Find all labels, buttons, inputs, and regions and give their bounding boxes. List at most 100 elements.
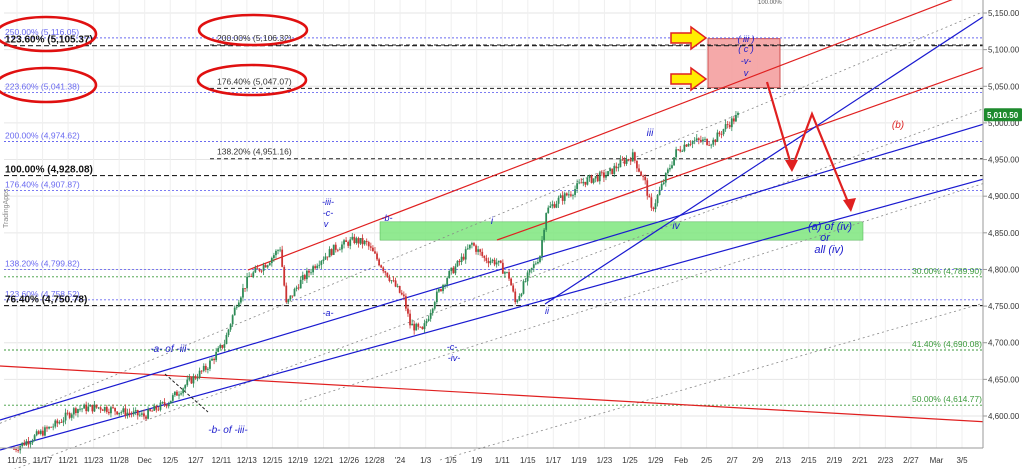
candle-body: [277, 250, 279, 252]
candle-body: [590, 175, 593, 183]
candle-body: [209, 360, 211, 369]
candle-body: [458, 260, 461, 263]
candle-body: [691, 141, 694, 144]
candle-body: [706, 138, 708, 145]
trend-channels: [0, 0, 1024, 451]
candle-body: [105, 406, 108, 412]
candle-body: [539, 256, 541, 262]
candle-body: [660, 184, 663, 190]
candle-body: [264, 265, 267, 268]
candle-body: [83, 404, 86, 409]
candle-body: [617, 167, 620, 169]
x-tick-label: 1/15: [520, 456, 536, 465]
candle-body: [559, 195, 562, 198]
candle-body: [454, 266, 457, 274]
candle-body: [198, 370, 201, 378]
candle-body: [244, 288, 246, 289]
wave-label: -c-: [447, 342, 458, 352]
candle-body: [512, 285, 515, 292]
candle-body: [516, 300, 519, 303]
candle-body: [308, 270, 310, 273]
candle-body: [246, 276, 248, 289]
x-tick-label: 1/23: [597, 456, 613, 465]
candle-body: [619, 159, 622, 168]
candle-body: [180, 393, 182, 395]
candle-body: [681, 150, 684, 152]
candle-body: [433, 302, 436, 309]
candle-body: [553, 204, 556, 208]
candle-body: [466, 248, 469, 250]
candle-body: [242, 288, 244, 298]
candle-body: [522, 281, 525, 294]
candle-body: [737, 112, 739, 115]
grid: [4, 0, 983, 448]
candle-body: [35, 431, 38, 436]
x-tick-label: 12/26: [339, 456, 360, 465]
candle-body: [679, 149, 682, 152]
candle-body: [438, 289, 440, 292]
candle-body: [407, 308, 409, 314]
candle-body: [695, 138, 698, 141]
candle-body: [636, 160, 638, 169]
y-tick-label: 5,000.00: [988, 119, 1020, 128]
candle-body: [167, 403, 170, 407]
candle-body: [388, 277, 391, 281]
candle-body: [609, 168, 612, 172]
target-box: [707, 38, 781, 89]
candle-body: [473, 243, 475, 246]
candle-body: [607, 171, 609, 176]
candle-body: [697, 138, 700, 140]
fib-label: 123.60% (5,105.37): [5, 35, 93, 46]
candle-body: [376, 253, 378, 260]
candle-body: [345, 240, 347, 242]
x-tick-label: 2/23: [878, 456, 894, 465]
candle-body: [644, 176, 647, 181]
candle-body: [532, 264, 535, 268]
x-tick-label: 1/9: [471, 456, 483, 465]
candle-body: [421, 326, 424, 330]
candle-body: [460, 256, 463, 263]
x-tick-label: 1/29: [648, 456, 664, 465]
fib-label-green: 41.40% (4,690.08): [912, 339, 982, 349]
candle-body: [710, 144, 713, 146]
wave-label: (b): [892, 120, 904, 131]
y-tick-label: 4,800.00: [988, 265, 1020, 274]
candle-body: [316, 265, 319, 269]
candle-body: [182, 388, 185, 394]
candle-body: [400, 292, 403, 295]
dotted-projection-line: [299, 170, 1024, 402]
candle-body: [534, 263, 537, 265]
x-tick-label: 11/21: [58, 456, 78, 465]
candle-body: [625, 159, 628, 164]
projection-zigzag: [765, 81, 852, 208]
candle-body: [270, 258, 273, 264]
highlight-ellipse: [196, 63, 308, 97]
candle-body: [58, 422, 61, 424]
candle-body: [501, 262, 504, 274]
candle-body: [396, 286, 399, 287]
x-tick-label: 2/19: [827, 456, 843, 465]
candle-body: [561, 195, 564, 201]
candle-body: [101, 409, 104, 411]
candle-body: [310, 272, 312, 274]
candle-body: [46, 427, 48, 429]
candle-body: [221, 345, 224, 348]
support-zone: [379, 221, 864, 241]
fib-label: 100.00% (4,928.08): [5, 165, 93, 176]
wave-label: (a) of (iv): [808, 221, 852, 233]
fib-label: 176.40% (4,907.87): [5, 179, 80, 189]
fib-label-mid: 200.00% (5,106.32): [217, 33, 292, 43]
candle-body: [258, 268, 261, 271]
candle-body: [235, 306, 238, 308]
candle-body: [233, 307, 236, 316]
candle-body: [677, 149, 680, 151]
wave-label: -iv-: [448, 353, 461, 363]
candle-body: [204, 365, 207, 370]
candle-body: [386, 272, 389, 278]
candle-body: [320, 261, 323, 265]
candle-body: [136, 410, 139, 416]
candle-body: [405, 296, 407, 309]
candle-body: [611, 168, 614, 175]
candle-body: [262, 265, 265, 271]
candle-body: [551, 204, 554, 206]
